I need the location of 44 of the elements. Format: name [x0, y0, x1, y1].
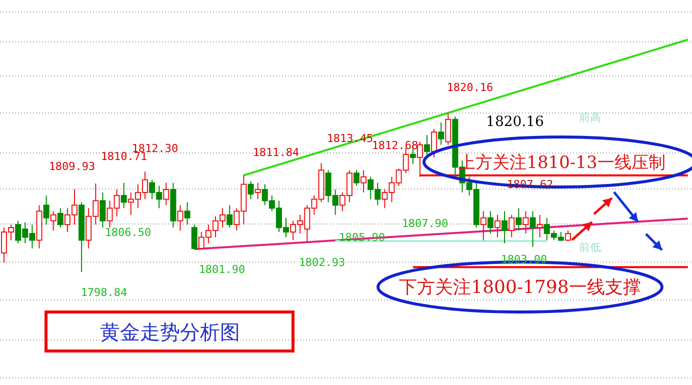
text: 黄金走势分析图	[100, 320, 240, 344]
candlestick	[416, 141, 423, 178]
candlestick	[487, 210, 494, 234]
candlestick	[516, 208, 522, 232]
candlestick	[508, 214, 515, 238]
candlestick	[502, 210, 508, 244]
annotation: 1811.84	[252, 146, 300, 159]
text: 1820.16	[446, 81, 494, 94]
candlestick	[100, 192, 106, 228]
candlestick	[57, 208, 64, 228]
annotation: 1801.90	[198, 263, 246, 276]
candlestick	[480, 210, 486, 241]
annotation: 1807.90	[402, 217, 448, 230]
candlestick	[438, 122, 444, 146]
candlestick	[360, 170, 367, 193]
annotation: 1812.68	[372, 139, 418, 152]
candlestick	[226, 204, 233, 228]
annotation: 1806.50	[104, 226, 152, 239]
candlestick	[248, 180, 254, 200]
candlestick	[424, 134, 430, 158]
text: 1798.84	[80, 286, 128, 299]
candlestick	[445, 112, 452, 146]
candlestick	[184, 202, 190, 226]
candlestick	[536, 214, 543, 238]
candlestick	[254, 182, 261, 200]
annotation: 1820.16	[486, 114, 544, 130]
text: 下方关注1800-1798一线支撑	[399, 277, 641, 298]
candlestick	[354, 170, 360, 186]
candlestick	[120, 182, 127, 209]
candlestick	[431, 128, 438, 158]
candlestick	[565, 230, 571, 242]
candlestick	[177, 204, 184, 232]
annotation: 1809.93	[48, 160, 96, 173]
candlestick	[43, 194, 50, 226]
candlestick	[494, 214, 500, 238]
candlestick	[191, 224, 198, 250]
annotation: 前高	[579, 111, 601, 124]
candlestick	[522, 210, 529, 234]
annotation: 1802.93	[298, 256, 346, 269]
candlestick	[530, 210, 536, 248]
candlestick	[163, 182, 170, 206]
annotation: 前低	[579, 241, 601, 254]
annotation: 上方关注1810-13一线压制	[458, 153, 666, 173]
candlestick	[50, 210, 56, 232]
